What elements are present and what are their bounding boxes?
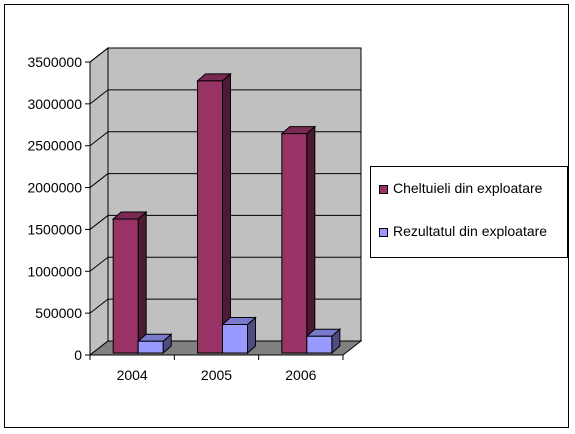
legend-swatch-rezultatul	[379, 228, 388, 237]
y-tick-label-7: 3500000	[27, 54, 82, 70]
legend-label-cheltuieli: Cheltuieli din exploatare	[393, 180, 543, 196]
y-tick-label-1: 500000	[35, 305, 82, 321]
y-tick-label-3: 1500000	[27, 221, 82, 237]
legend-item-rezultatul: Rezultatul din exploatare	[379, 223, 563, 240]
legend-label-rezultatul: Rezultatul din exploatare	[393, 223, 548, 239]
y-tick-label-2: 1000000	[27, 263, 82, 279]
bar-2004-rezultatul	[136, 333, 173, 355]
side-wall	[89, 46, 109, 357]
x-tick-label-2006: 2006	[285, 367, 316, 383]
bar-2006-cheltuieli	[280, 125, 317, 355]
legend-swatch-cheltuieli	[379, 185, 388, 194]
gridline-side-3	[89, 215, 109, 230]
y-tick-label-6: 3000000	[27, 96, 82, 112]
gridline-side-2	[89, 256, 109, 272]
legend-item-cheltuieli: Cheltuieli din exploatare	[379, 180, 563, 197]
y-tick-label-0: 0	[74, 347, 82, 363]
gridline-side-4	[89, 173, 109, 188]
gridline-side-1	[89, 298, 109, 314]
y-tick-label-5: 2500000	[27, 138, 82, 154]
back-wall	[107, 47, 362, 342]
x-tick-label-2004: 2004	[117, 367, 148, 383]
gridline-side-7	[89, 47, 109, 63]
bar-2004-cheltuieli	[111, 210, 148, 355]
y-tick-label-4: 2000000	[27, 180, 82, 196]
bar-2006-rezultatul	[305, 328, 342, 355]
bar-2005-rezultatul	[221, 316, 257, 355]
legend: Cheltuieli din exploatare Rezultatul din…	[370, 166, 568, 258]
bar-2005-cheltuieli	[196, 72, 232, 355]
x-tick-label-2005: 2005	[201, 367, 232, 383]
gridline-side-5	[89, 131, 109, 147]
gridline-side-6	[89, 89, 109, 105]
